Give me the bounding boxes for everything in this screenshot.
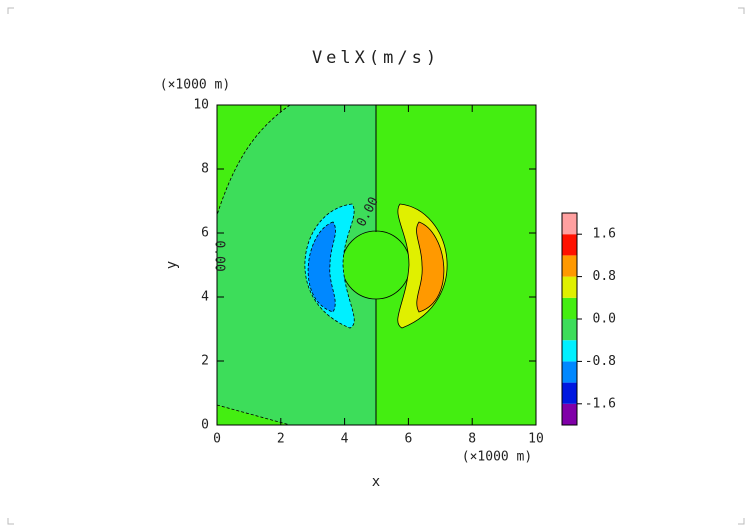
contour-region [416, 221, 445, 313]
chart-title: VelX(m/s) [312, 48, 440, 68]
contour-region [217, 105, 376, 425]
contour-line [216, 104, 291, 426]
colorbar-box [562, 361, 577, 383]
colorbar-box [562, 276, 577, 298]
y-tick-label: 2 [201, 354, 209, 369]
y-unit: (×1000 m) [160, 78, 230, 93]
colorbar-tick-label: 0.8 [593, 269, 616, 284]
colorbar-box [562, 297, 577, 319]
x-tick-label: 6 [404, 432, 412, 447]
colorbar-tick-label: 0.0 [593, 312, 616, 327]
contour-label: 0.00 [212, 240, 227, 271]
colorbar-box [562, 340, 577, 362]
x-tick-label: 0 [213, 432, 221, 447]
colorbar-box [562, 234, 577, 256]
colorbar-tick-label: 1.6 [593, 227, 616, 242]
contour-field [216, 104, 536, 426]
x-tick-label: 8 [468, 432, 476, 447]
y-tick-label: 10 [193, 98, 209, 113]
x-tick-label: 4 [341, 432, 349, 447]
x-axis-label: x [372, 474, 380, 490]
colorbar-box [562, 403, 577, 425]
colorbar-box [562, 255, 577, 277]
x-unit: (×1000 m) [462, 450, 532, 465]
contour-region [341, 230, 411, 300]
colorbar-tick-label: -1.6 [585, 396, 616, 411]
corner-marks [7, 7, 745, 525]
contour-region [307, 221, 336, 313]
colorbar-tick-label: -0.8 [585, 354, 616, 369]
x-tick-label: 2 [277, 432, 285, 447]
x-tick-label: 10 [528, 432, 544, 447]
colorbar-box [562, 213, 577, 235]
colorbar-box [562, 382, 577, 404]
colorbar-box [562, 319, 577, 341]
y-tick-label: 8 [201, 162, 209, 177]
y-tick-label: 0 [201, 418, 209, 433]
y-axis-label: y [164, 261, 180, 269]
plot-frame [216, 104, 537, 426]
y-tick-label: 6 [201, 226, 209, 241]
y-tick-label: 4 [201, 290, 209, 305]
